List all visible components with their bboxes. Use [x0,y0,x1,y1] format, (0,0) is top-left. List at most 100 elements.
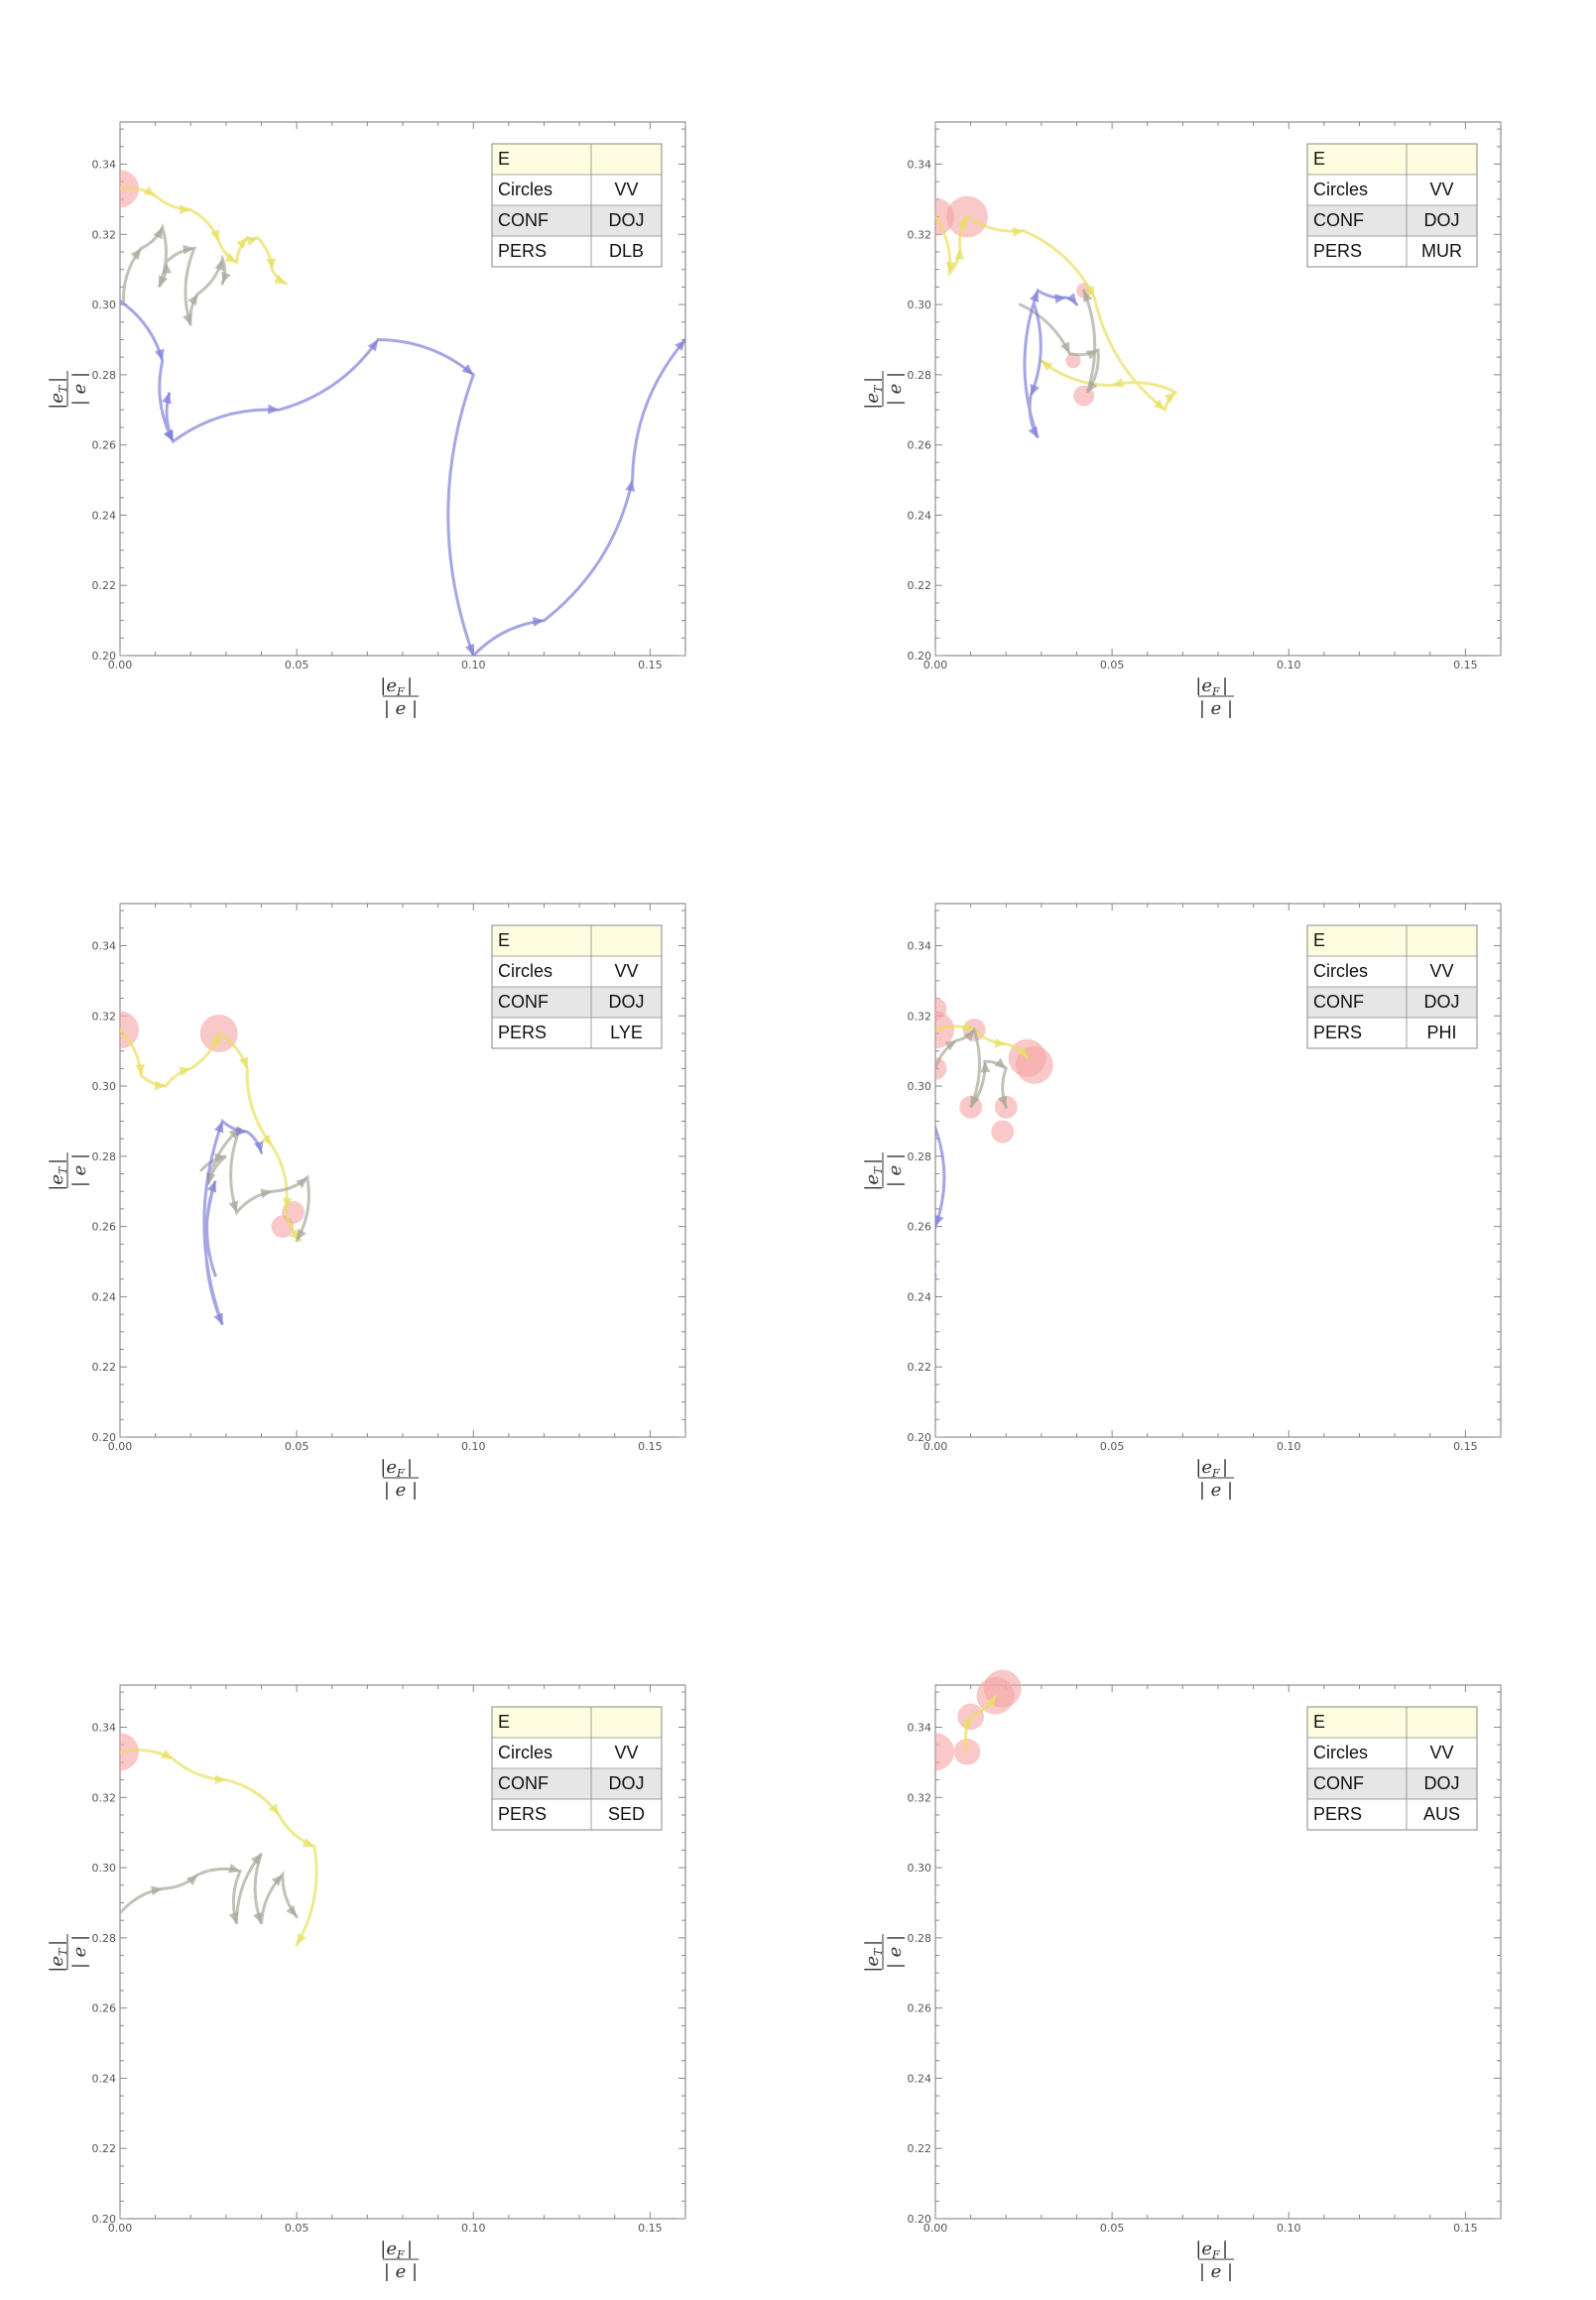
legend-key: CONF [498,1773,549,1793]
circle-marker [120,1011,139,1049]
legend-key: Circles [498,961,552,981]
x-tick-label: 0.05 [1100,659,1125,671]
legend-row-bg [1307,144,1477,175]
y-tick-label: 0.22 [92,2142,117,2155]
legend-key: PERS [1313,1804,1362,1824]
legend-row-bg [1307,1799,1477,1830]
y-tick-label: 0.32 [908,1010,932,1023]
y-tick-label: 0.24 [908,1290,932,1303]
y-label-num: |e [862,1956,883,1973]
x-tick-label: 0.10 [461,2222,486,2235]
y-axis-label: |eT| | e | [47,371,90,410]
x-tick-label: 0.00 [923,1440,948,1453]
series-line [120,300,685,656]
legend-value: VV [614,180,638,199]
y-tick-label: 0.20 [92,1431,117,1444]
series-line [120,186,288,286]
y-tick-label: 0.34 [92,939,117,952]
y-tick-label: 0.26 [92,1221,117,1234]
y-label-sub: T [57,1947,69,1956]
y-axis-label: |eT| | e | [47,1152,90,1191]
y-label-sub: T [57,1165,69,1174]
legend-key: CONF [1313,1773,1364,1793]
legend-table: E Circles VV CONF DOJ PERS SED [491,1706,663,1831]
legend-value: DOJ [1424,210,1460,230]
legend-key: CONF [1313,210,1364,230]
chart-panel-2: 0.00 0.05 0.10 0.15 0.20 0.22 0.24 0.26 0.28 0.30… [862,121,1502,719]
legend-table: E Circles VV CONF DOJ PERS LYE [491,924,663,1049]
y-tick-label: 0.26 [908,2002,932,2015]
x-tick-label: 0.05 [285,2222,309,2235]
y-axis-label: |eT| | e | [862,1152,906,1191]
legend-border [491,143,663,268]
y-tick-label: 0.28 [92,369,117,382]
y-label-den: | e | [885,1153,906,1187]
x-label-sub: F [1211,685,1220,698]
legend-value: VV [614,1743,638,1762]
series-line [122,222,227,326]
x-axis-label: |e F || e | [380,2239,419,2282]
x-tick-label: 0.00 [108,1440,133,1453]
y-tick-label: 0.28 [92,1150,117,1163]
legend-key: Circles [1313,180,1368,199]
legend-value: VV [614,961,638,981]
x-label-sub: F [396,685,405,698]
series-2 [122,222,231,326]
legend-border [1306,1706,1478,1831]
legend-key: PERS [498,1023,547,1042]
x-label-bar: | [407,1457,413,1478]
x-tick-label: 0.05 [285,1440,309,1453]
y-tick-label: 0.24 [908,509,932,522]
legend-row-bg [492,236,662,267]
legend-value: DOJ [1424,1773,1460,1793]
x-label-den: | e | [1199,698,1233,719]
y-label-den: | e | [69,1153,90,1187]
legend-header: E [498,1712,510,1732]
legend-border [1306,143,1478,268]
x-tick-label: 0.00 [108,659,133,671]
series-line [935,214,1179,413]
legend-key: PERS [1313,1023,1362,1042]
y-label-den: | e | [885,1935,906,1969]
y-label-sub: T [872,1165,885,1174]
x-label-num: |e [1195,2239,1212,2259]
series-1 [935,214,1179,413]
circle-marker [1065,353,1081,369]
y-tick-label: 0.20 [92,2213,117,2226]
x-label-num: |e [1195,1457,1212,1478]
y-tick-label: 0.32 [92,1791,117,1804]
series-2 [1019,289,1100,394]
legend-key: Circles [1313,961,1368,981]
legend-value: DLB [609,241,644,261]
legend-value: PHI [1426,1023,1456,1042]
legend-row-bg [1307,1018,1477,1048]
data-layer [935,195,1179,439]
x-tick-label: 0.00 [108,2222,133,2235]
y-label-num: |e [862,1174,883,1191]
y-label-den: | e | [69,372,90,406]
y-axis-label: |eT| | e | [862,1934,906,1973]
x-label-sub: F [1211,1467,1220,1480]
series-3 [1023,288,1078,439]
y-tick-label: 0.34 [92,1721,117,1734]
x-label-sub: F [396,1467,405,1480]
y-label-bar: | [47,377,67,383]
y-tick-label: 0.20 [908,1431,932,1444]
x-tick-label: 0.00 [923,659,948,671]
data-layer [935,1669,1022,1771]
series-3 [202,1118,264,1326]
circle-marker [935,1011,954,1049]
legend-row-bg [1307,205,1477,236]
legend-border [491,1706,663,1831]
y-label-den: | e | [885,372,906,406]
y-tick-label: 0.32 [92,228,117,241]
y-tick-label: 0.30 [92,1862,117,1875]
y-tick-label: 0.34 [908,1721,932,1734]
legend-table: E Circles VV CONF DOJ PERS PHI [1306,924,1478,1049]
x-label-den: | e | [384,1480,418,1501]
legend-value: MUR [1421,241,1462,261]
y-tick-label: 0.20 [908,650,932,663]
legend-key: Circles [1313,1743,1368,1762]
x-tick-label: 0.10 [461,659,486,671]
series-1 [120,1748,318,1947]
